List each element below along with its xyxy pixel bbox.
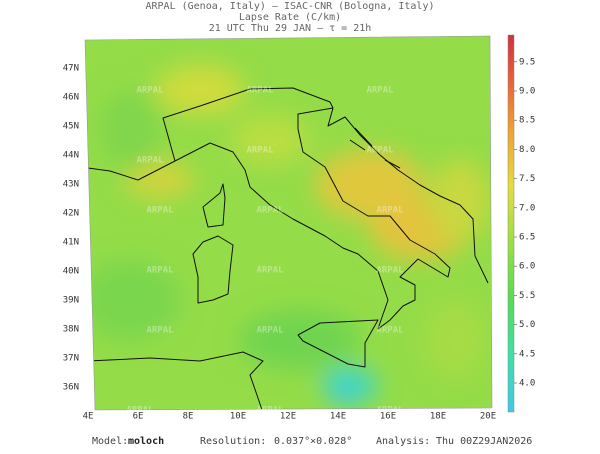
lon-label: 12E: [280, 412, 296, 422]
watermark: ARPAL: [256, 326, 284, 336]
footer-label: Analysis:: [376, 436, 430, 447]
colorbar-label: 7.0: [519, 203, 535, 213]
watermark: ARPAL: [246, 146, 274, 156]
field: [85, 36, 492, 410]
colorbar-label: 4.5: [519, 349, 535, 359]
lon-label: 18E: [430, 412, 446, 422]
footer-label: Model:: [92, 436, 128, 447]
lon-label: 20E: [480, 412, 496, 422]
watermark: ARPAL: [146, 206, 174, 216]
watermark: ARPAL: [376, 326, 404, 336]
labels: 4E 6E 8E 10E 12E 14E 16E 18E 20E 36N 37N 38N 39N 40N 4…: [63, 57, 536, 421]
watermark: ARPAL: [256, 406, 284, 416]
footer-label: Resolution:: [200, 436, 266, 447]
lon-label: 4E: [83, 412, 94, 422]
watermark: ARPAL: [246, 86, 274, 96]
coastline: [87, 87, 489, 410]
lat-label: 40N: [63, 267, 79, 277]
watermark: ARPAL: [366, 86, 394, 96]
watermark: ARPAL: [256, 206, 284, 216]
watermark: ARPAL: [366, 146, 394, 156]
lat-label: 41N: [63, 238, 79, 248]
colorbar-label: 8.0: [519, 145, 535, 155]
footer-value: moloch: [128, 436, 164, 447]
lat-label: 36N: [63, 383, 79, 393]
lon-label: 8E: [183, 412, 194, 422]
colorbar-label: 6.0: [519, 262, 535, 272]
watermark: ARPAL: [146, 326, 174, 336]
colorbar: [507, 34, 515, 413]
lat-label: 45N: [63, 122, 79, 132]
header-line: 21 UTC Thu 29 JAN — τ = 21h: [209, 23, 372, 34]
lon-label: 10E: [230, 412, 246, 422]
colorbar-label: 6.5: [519, 233, 535, 243]
lat-label: 43N: [63, 180, 79, 190]
lon-label: 14E: [330, 412, 346, 422]
footer-value: 0.037°×0.028°: [274, 436, 352, 447]
lat-label: 38N: [63, 325, 79, 335]
watermark: ARPAL: [136, 86, 164, 96]
lat-label: 47N: [63, 64, 79, 74]
header-line: Lapse Rate (C/km): [239, 12, 341, 23]
colorbar-label: 5.5: [519, 291, 535, 301]
colorbar-label: 9.5: [519, 57, 535, 67]
lat-label: 37N: [63, 354, 79, 364]
map-frame: [84, 35, 493, 411]
watermark: ARPAL: [376, 206, 404, 216]
header-line: ARPAL (Genoa, Italy) — ISAC-CNR (Bologna…: [146, 1, 435, 12]
colorbar-label: 7.5: [519, 174, 535, 184]
watermark: ARPAL: [256, 266, 284, 276]
colorbar-label: 4.0: [519, 379, 535, 389]
watermark: ARPAL: [146, 266, 174, 276]
colorbar-label: 9.0: [519, 87, 535, 97]
watermark: ARPAL: [126, 406, 154, 416]
watermark: ARPAL: [376, 406, 404, 416]
footer-value: Thu 00Z29JAN2026: [436, 436, 532, 447]
lat-label: 39N: [63, 296, 79, 306]
lat-label: 42N: [63, 209, 79, 219]
colorbar-label: 8.5: [519, 116, 535, 126]
lon-label: 6E: [133, 412, 144, 422]
lat-label: 44N: [63, 151, 79, 161]
lat-label: 46N: [63, 93, 79, 103]
watermark: ARPAL: [376, 266, 404, 276]
lon-label: 16E: [380, 412, 396, 422]
watermark: ARPAL: [136, 156, 164, 166]
colorbar-label: 5.0: [519, 320, 535, 330]
